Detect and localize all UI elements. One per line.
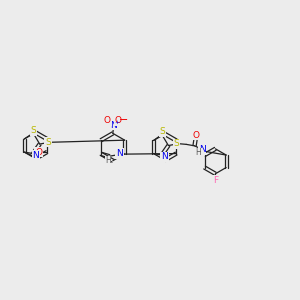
Text: S: S <box>174 139 180 148</box>
Text: H: H <box>105 156 111 165</box>
Text: N: N <box>32 151 39 160</box>
Text: N: N <box>161 152 168 161</box>
Text: H: H <box>196 148 201 157</box>
Text: O: O <box>104 116 111 125</box>
Text: S: S <box>45 138 51 147</box>
Text: O: O <box>192 130 199 140</box>
Text: S: S <box>159 128 165 136</box>
Text: F: F <box>213 176 218 185</box>
Text: +: + <box>114 120 119 124</box>
Text: N: N <box>116 149 123 158</box>
Text: O: O <box>35 148 42 157</box>
Text: S: S <box>31 126 36 135</box>
Text: O: O <box>115 116 122 125</box>
Text: N: N <box>110 121 117 130</box>
Text: −: − <box>118 115 128 125</box>
Text: N: N <box>199 145 206 154</box>
